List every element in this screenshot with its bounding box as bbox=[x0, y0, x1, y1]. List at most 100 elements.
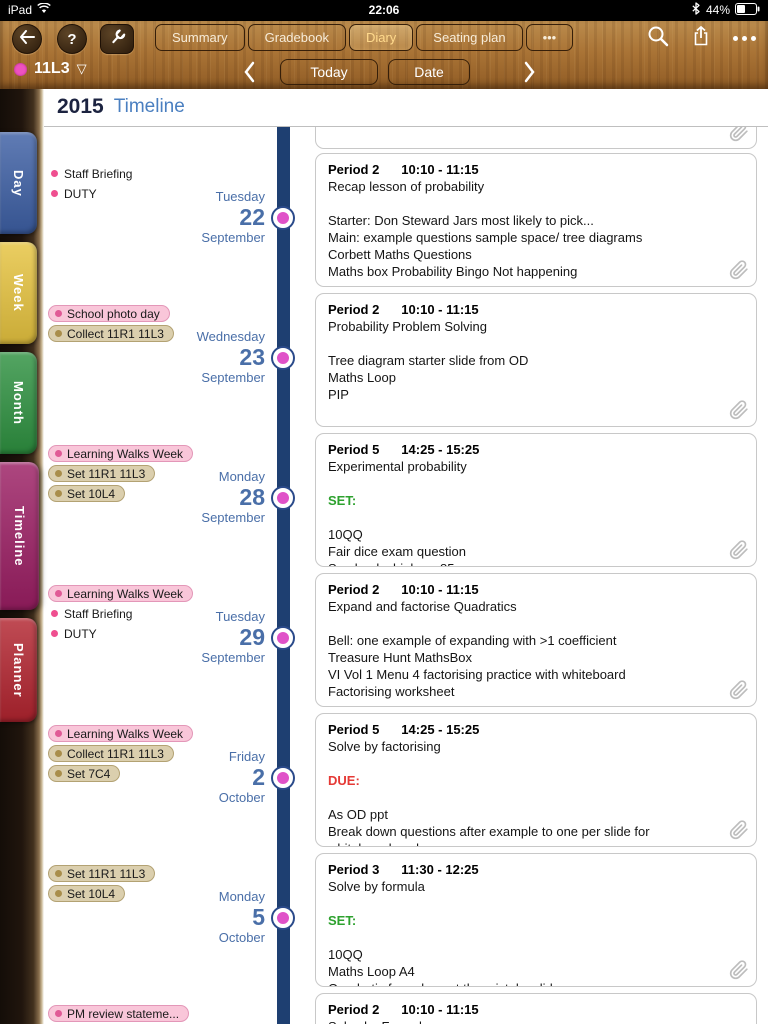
device-label: iPad bbox=[8, 3, 33, 17]
card-line: Maths Loop A4 bbox=[328, 964, 415, 979]
event-dot-icon bbox=[55, 1010, 62, 1017]
timeline-node[interactable] bbox=[273, 208, 293, 228]
card-line: Solve by Formula bbox=[328, 1018, 716, 1024]
time-range-label: 14:25 - 15:25 bbox=[401, 442, 480, 457]
paperclip-icon[interactable] bbox=[729, 820, 749, 840]
calendar-event-pill[interactable]: Set 7C4 bbox=[48, 765, 121, 782]
toolbar-tab-seating-plan[interactable]: Seating plan bbox=[416, 24, 523, 51]
calendar-event-pill[interactable]: Set 10L4 bbox=[48, 485, 126, 502]
timeline-node[interactable] bbox=[273, 348, 293, 368]
event-label: Set 10L4 bbox=[67, 886, 116, 901]
bluetooth-icon bbox=[691, 2, 701, 18]
event-label: PM review stateme... bbox=[67, 1006, 180, 1021]
card-line: Expand and factorise Quadratics bbox=[328, 599, 517, 614]
card-line: Tree diagram starter slide from OD bbox=[328, 353, 529, 368]
paperclip-icon[interactable] bbox=[729, 127, 749, 142]
side-tab-planner[interactable]: Planner bbox=[0, 618, 37, 722]
time-range-label: 14:25 - 15:25 bbox=[401, 722, 480, 737]
card-line: 10QQ bbox=[328, 947, 363, 962]
toolbar-tab-summary[interactable]: Summary bbox=[155, 24, 245, 51]
lesson-card[interactable]: Period 2 10:10 - 11:15Solve by Formula bbox=[315, 993, 757, 1024]
help-button[interactable]: ? bbox=[57, 24, 87, 54]
event-label: DUTY bbox=[64, 626, 97, 641]
share-button[interactable] bbox=[693, 25, 709, 51]
event-label: Staff Briefing bbox=[64, 166, 133, 181]
calendar-event-pill[interactable]: Set 11R1 11L3 bbox=[48, 865, 156, 882]
calendar-event-pill[interactable]: Collect 11R1 11L3 bbox=[48, 745, 174, 762]
more-button[interactable] bbox=[733, 35, 756, 41]
timeline-node[interactable] bbox=[273, 768, 293, 788]
today-button[interactable]: Today bbox=[280, 59, 378, 85]
side-tab-week[interactable]: Week bbox=[0, 242, 37, 344]
calendar-event[interactable]: DUTY bbox=[48, 625, 97, 642]
toolbar-tab-more[interactable]: ••• bbox=[525, 24, 574, 51]
calendar-event[interactable]: DUTY bbox=[48, 185, 97, 202]
paperclip-icon[interactable] bbox=[729, 540, 749, 560]
event-label: Set 11R1 11L3 bbox=[67, 466, 146, 481]
calendar-event-pill[interactable]: Learning Walks Week bbox=[48, 585, 194, 602]
share-icon bbox=[693, 25, 709, 50]
calendar-event-pill[interactable]: Set 10L4 bbox=[48, 885, 126, 902]
calendar-event-pill[interactable]: School photo day bbox=[48, 305, 170, 322]
timeline-entry: Set 11R1 11L3 Set 10L4 Monday 5 October Perio… bbox=[44, 853, 768, 987]
month-label: October bbox=[218, 930, 265, 945]
lesson-card[interactable]: Period 3 11:30 - 12:25 Solve by formula SE… bbox=[315, 853, 757, 987]
side-tab-month[interactable]: Month bbox=[0, 352, 37, 454]
timeline-node[interactable] bbox=[273, 628, 293, 648]
day-events: Learning Walks Week Set 11R1 11L3 Set 10L4 bbox=[48, 445, 194, 502]
card-line: Corbett Maths Questions bbox=[328, 247, 472, 262]
calendar-event-pill[interactable]: PM review stateme... bbox=[48, 1005, 190, 1022]
event-label: Staff Briefing bbox=[64, 606, 133, 621]
timeline-entry: School photo day Collect 11R1 11L3 Wednesd… bbox=[44, 293, 768, 427]
calendar-event-pill[interactable]: Collect 11R1 11L3 bbox=[48, 325, 174, 342]
toolbar-tab-diary[interactable]: Diary bbox=[348, 24, 414, 51]
year-label: 2015 bbox=[57, 95, 104, 118]
date-button[interactable]: Date bbox=[388, 59, 470, 85]
back-button[interactable] bbox=[12, 24, 42, 54]
partial-card-top[interactable] bbox=[315, 127, 757, 149]
period-label: Period 3 bbox=[328, 862, 380, 877]
card-line: DUE: bbox=[328, 773, 360, 788]
lesson-card[interactable]: Period 2 10:10 - 11:15 Probability Problem… bbox=[315, 293, 757, 427]
day-events: Learning Walks Week Staff Briefing DUTY bbox=[48, 585, 194, 642]
card-header: Period 2 10:10 - 11:15 bbox=[328, 161, 716, 178]
timeline-node[interactable] bbox=[273, 908, 293, 928]
event-label: Collect 11R1 11L3 bbox=[67, 746, 164, 761]
side-tab-timeline[interactable]: Timeline bbox=[0, 462, 39, 610]
day-number: 22 bbox=[239, 204, 265, 230]
search-button[interactable] bbox=[647, 25, 669, 52]
status-bar: iPad 22:06 44% bbox=[0, 0, 768, 20]
chevron-left-icon bbox=[243, 61, 255, 87]
event-dot-icon bbox=[51, 190, 58, 197]
lesson-card[interactable]: Period 2 10:10 - 11:15 Recap lesson of pro… bbox=[315, 153, 757, 287]
calendar-event[interactable]: Staff Briefing bbox=[48, 165, 132, 182]
event-dot-icon bbox=[55, 730, 62, 737]
timeline-entry: Learning Walks Week Staff Briefing DUTY Tue… bbox=[44, 573, 768, 707]
previous-day-button[interactable] bbox=[243, 61, 255, 88]
calendar-event-pill[interactable]: Learning Walks Week bbox=[48, 725, 194, 742]
lesson-card[interactable]: Period 5 14:25 - 15:25 Solve by factorisin… bbox=[315, 713, 757, 847]
weekday-label: Monday bbox=[218, 889, 265, 904]
settings-button[interactable] bbox=[100, 24, 134, 54]
calendar-event[interactable]: Staff Briefing bbox=[48, 605, 132, 622]
lesson-card[interactable]: Period 2 10:10 - 11:15 Expand and factoris… bbox=[315, 573, 757, 707]
paperclip-icon[interactable] bbox=[729, 400, 749, 420]
paperclip-icon[interactable] bbox=[729, 260, 749, 280]
paperclip-icon[interactable] bbox=[729, 960, 749, 980]
lesson-card[interactable]: Period 5 14:25 - 15:25 Experimental probab… bbox=[315, 433, 757, 567]
day-events: Set 11R1 11L3 Set 10L4 bbox=[48, 865, 156, 902]
calendar-event-pill[interactable]: Learning Walks Week bbox=[48, 445, 194, 462]
calendar-event-pill[interactable]: Set 11R1 11L3 bbox=[48, 465, 156, 482]
paperclip-icon[interactable] bbox=[729, 680, 749, 700]
next-day-button[interactable] bbox=[524, 61, 536, 88]
period-label: Period 2 bbox=[328, 302, 380, 317]
card-line: Starter: Don Steward Jars most likely to… bbox=[328, 213, 594, 228]
toolbar-tab-gradebook[interactable]: Gradebook bbox=[247, 24, 346, 51]
period-label: Period 2 bbox=[328, 582, 380, 597]
event-dot-icon bbox=[55, 310, 62, 317]
time-range-label: 10:10 - 11:15 bbox=[401, 582, 479, 597]
side-tab-day[interactable]: Day bbox=[0, 132, 37, 234]
timeline-node[interactable] bbox=[273, 488, 293, 508]
class-selector[interactable]: 11L3 ▽ bbox=[14, 60, 87, 78]
weekday-label: Monday bbox=[218, 469, 265, 484]
